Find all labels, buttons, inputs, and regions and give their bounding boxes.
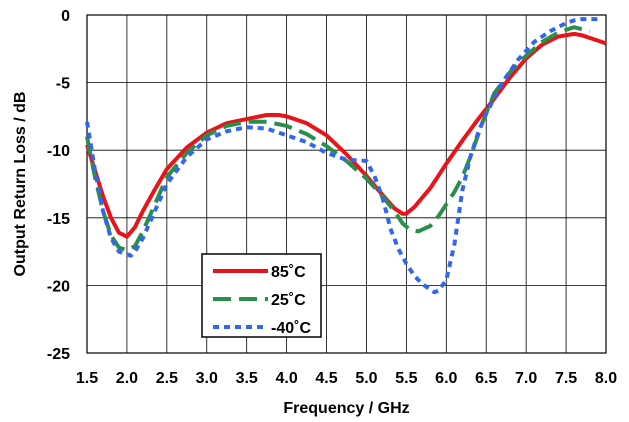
grid [86,14,607,354]
y-tick-label: -25 [47,346,70,363]
x-tick-label: 7.0 [515,370,537,387]
y-tick-label: -15 [47,211,70,228]
series-line-0 [85,31,607,239]
x-tick-label: 5.0 [355,370,377,387]
x-tick-label: 2.0 [116,370,138,387]
legend-label: 25˚C [271,292,306,309]
x-tick-label: 3.0 [196,370,218,387]
legend: 85˚C 25˚C -40˚C [201,253,322,338]
legend-box [201,253,322,338]
x-tick-label: 8.0 [595,370,617,387]
x-axis-title: Frequency / GHz [283,400,409,417]
legend-label: -40˚C [271,320,311,337]
y-tick-label: -5 [56,76,70,93]
series-line-2 [85,17,598,295]
x-tick-label: 3.5 [236,370,258,387]
x-tick-label: 7.5 [555,370,577,387]
y-axis-title: Output Return Loss / dB [12,92,29,277]
y-tick-labels: 0 -5 -10 -15 -20 -25 [47,8,70,363]
x-tick-label: 2.5 [156,370,178,387]
x-tick-label: 6.5 [475,370,497,387]
legend-label: 85˚C [271,264,306,281]
plot-frame [86,14,607,354]
x-tick-label: 1.5 [76,370,98,387]
x-tick-label: 6.0 [435,370,457,387]
series-layer [85,17,607,295]
x-tick-label: 4.0 [275,370,297,387]
y-tick-label: -10 [47,143,70,160]
y-tick-label: -20 [47,278,70,295]
series-line-1 [85,25,591,253]
y-tick-label: 0 [61,8,70,25]
x-tick-labels: 1.5 2.0 2.5 3.0 3.5 4.0 4.5 5.0 5.5 6.0 6.5 7.0 7.5 8… [76,370,617,387]
x-tick-label: 4.5 [315,370,337,387]
x-tick-label: 5.5 [395,370,417,387]
